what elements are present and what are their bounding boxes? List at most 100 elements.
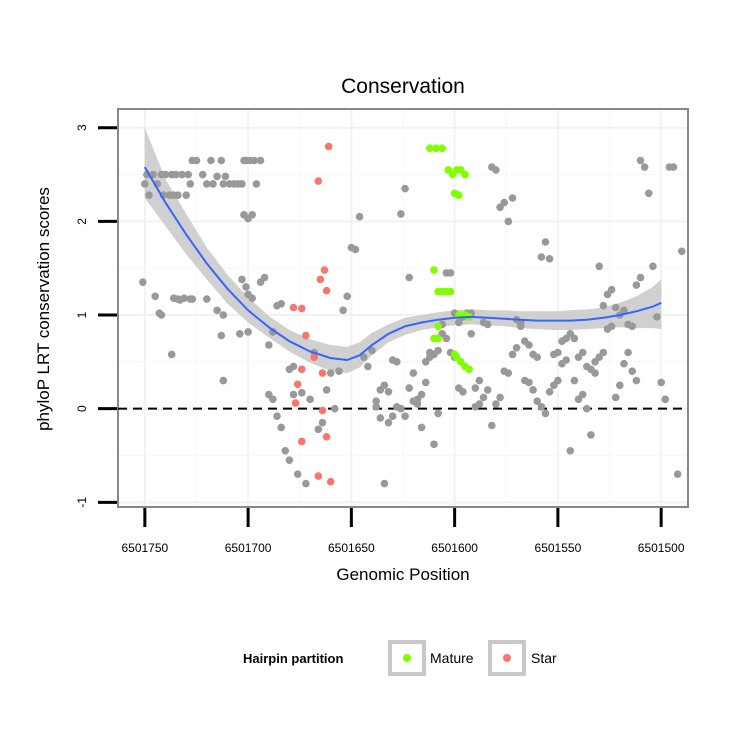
point-other xyxy=(673,470,682,479)
point-other xyxy=(172,170,180,179)
point-mature xyxy=(461,170,469,179)
point-other xyxy=(566,330,575,338)
point-other xyxy=(611,393,620,402)
point-other xyxy=(636,273,645,282)
point-other xyxy=(265,341,273,349)
point-other xyxy=(376,414,385,422)
point-other xyxy=(405,273,414,282)
point-other xyxy=(203,180,211,188)
y-tick-label: -1 xyxy=(75,497,89,508)
point-other xyxy=(167,350,176,359)
point-other xyxy=(611,303,620,312)
point-other xyxy=(269,328,277,336)
point-other xyxy=(252,180,261,188)
x-axis-title: Genomic Position xyxy=(336,565,469,584)
point-other xyxy=(525,378,533,387)
point-other xyxy=(529,350,537,359)
point-mature xyxy=(426,144,434,153)
point-other xyxy=(180,294,188,303)
point-other xyxy=(401,184,409,193)
point-star xyxy=(320,266,329,274)
point-other xyxy=(417,423,426,432)
point-other xyxy=(186,180,195,188)
point-star xyxy=(322,433,331,441)
point-star xyxy=(314,472,323,480)
point-other xyxy=(566,447,575,455)
chart-title: Conservation xyxy=(341,75,465,98)
point-other xyxy=(289,390,298,399)
point-other xyxy=(545,254,554,263)
point-other xyxy=(182,191,190,199)
point-other xyxy=(260,273,269,282)
point-star xyxy=(326,477,335,486)
point-other xyxy=(405,384,414,392)
point-mature xyxy=(434,334,442,343)
point-other xyxy=(479,318,488,327)
point-other xyxy=(326,369,335,377)
point-other xyxy=(339,306,347,315)
point-other xyxy=(298,389,306,397)
point-other xyxy=(632,376,641,385)
point-other xyxy=(157,311,166,319)
point-other xyxy=(558,359,566,368)
x-tick-label: 6501650 xyxy=(328,541,375,555)
y-tick-label: 2 xyxy=(75,218,89,225)
x-tick-label: 6501750 xyxy=(121,541,168,555)
point-other xyxy=(209,180,217,188)
data-points xyxy=(139,142,686,488)
point-star xyxy=(318,369,327,377)
point-other xyxy=(302,479,310,488)
point-other xyxy=(421,378,430,387)
point-other xyxy=(219,180,228,188)
point-other xyxy=(248,211,256,219)
y-tick-label: 1 xyxy=(75,311,89,318)
point-other xyxy=(636,156,645,165)
point-other xyxy=(500,198,509,207)
point-mature xyxy=(430,266,438,274)
point-other xyxy=(587,431,595,439)
confidence-band xyxy=(144,127,662,374)
smooth-curve xyxy=(143,166,662,362)
point-other xyxy=(238,275,246,284)
point-mature xyxy=(432,144,440,153)
point-other xyxy=(178,170,186,179)
point-other xyxy=(207,156,215,165)
point-other xyxy=(192,156,201,165)
point-other xyxy=(248,294,256,303)
point-star xyxy=(314,177,323,185)
point-other xyxy=(219,311,228,319)
point-other xyxy=(512,344,521,352)
point-other xyxy=(459,388,467,396)
point-other xyxy=(198,170,207,179)
point-other xyxy=(669,163,678,171)
point-other xyxy=(508,350,517,359)
point-other xyxy=(314,425,323,434)
point-other xyxy=(269,395,277,404)
point-other xyxy=(351,245,360,254)
point-other xyxy=(537,253,546,261)
point-other xyxy=(570,376,579,385)
smooth-line xyxy=(143,166,662,362)
point-other xyxy=(318,418,327,427)
point-other xyxy=(161,170,170,179)
point-other xyxy=(516,322,525,331)
point-other xyxy=(541,409,550,418)
point-other xyxy=(620,359,628,368)
point-other xyxy=(372,403,381,411)
point-star xyxy=(298,365,306,374)
point-star xyxy=(316,275,325,284)
point-other xyxy=(603,325,612,333)
x-tick-label: 6501500 xyxy=(638,541,685,555)
point-star xyxy=(302,331,310,340)
point-other xyxy=(376,386,385,394)
point-star xyxy=(324,142,333,151)
y-tick-label: 3 xyxy=(75,124,89,131)
point-mature xyxy=(446,287,455,296)
legend-title: Hairpin partition xyxy=(243,651,343,666)
point-other xyxy=(537,403,546,411)
point-other xyxy=(372,397,381,406)
y-tick-label: 0 xyxy=(75,405,89,412)
point-other xyxy=(533,397,541,406)
legend-label-mature: Mature xyxy=(430,650,474,666)
point-other xyxy=(434,346,442,355)
